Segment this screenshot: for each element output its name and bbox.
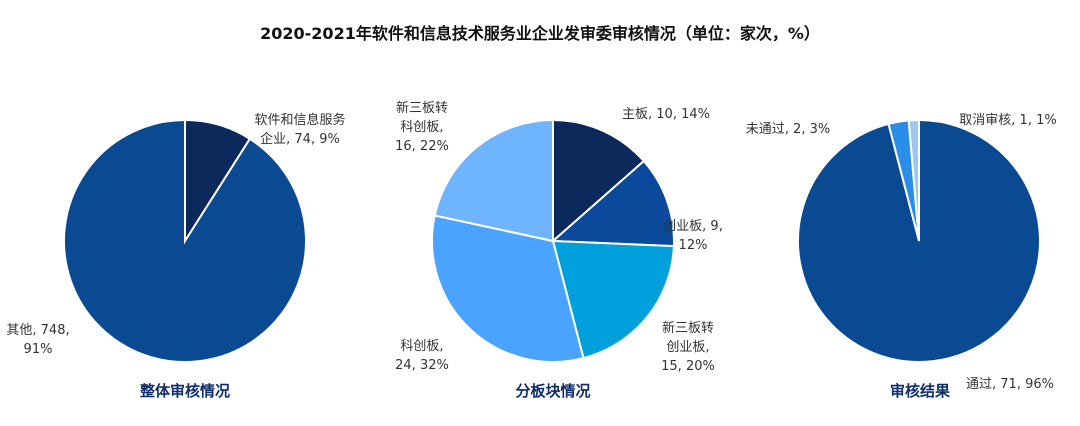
pie1-data-label-3: 科创板, 24, 32%: [395, 339, 449, 373]
pie2-slice-2: [907, 118, 920, 242]
pie2-data-label-0: 通过, 71, 96%: [966, 377, 1054, 392]
pie2-data-label-1: 未通过, 2, 3%: [746, 122, 830, 137]
pie0-data-label-0: 软件和信息服务企业, 74, 9%: [254, 112, 345, 147]
pie2-subtitle: 审核结果: [890, 382, 951, 400]
pie0-subtitle: 整体审核情况: [140, 382, 230, 400]
pie1-slice-1: [550, 159, 675, 248]
pie1-slice-3: [431, 214, 585, 363]
pie1-slice-0: [552, 118, 646, 244]
pie1-data-label-4: 新三板转科创板, 16, 22%: [395, 100, 449, 154]
pie1-slice-2: [551, 239, 675, 360]
pie-overall: 软件和信息服务企业, 74, 9% 其他, 748, 91% 整体审核情况: [6, 112, 345, 400]
pie1-data-label-1: 创业板, 9, 12%: [663, 219, 723, 253]
pie1-subtitle: 分板块情况: [515, 382, 590, 400]
pie-review-result: 通过, 71, 96% 未通过, 2, 3% 取消审核, 1, 1% 审核结果: [746, 113, 1057, 400]
pie1-data-label-2: 新三板转创业板, 15, 20%: [661, 320, 715, 374]
chart-title: 2020-2021年软件和信息技术服务业企业发审委审核情况（单位：家次，%）: [260, 24, 820, 43]
pie0-data-label-1: 其他, 748, 91%: [6, 323, 69, 357]
pie-by-board: 主板, 10, 14% 创业板, 9, 12% 新三板转创业板, 15, 20% 科创板,…: [395, 100, 723, 400]
pie2-data-label-2: 取消审核, 1, 1%: [959, 113, 1056, 128]
pie1-data-label-0: 主板, 10, 14%: [622, 107, 710, 122]
pie0-slice-1: [62, 118, 307, 363]
pie1-slice-4: [433, 118, 554, 243]
